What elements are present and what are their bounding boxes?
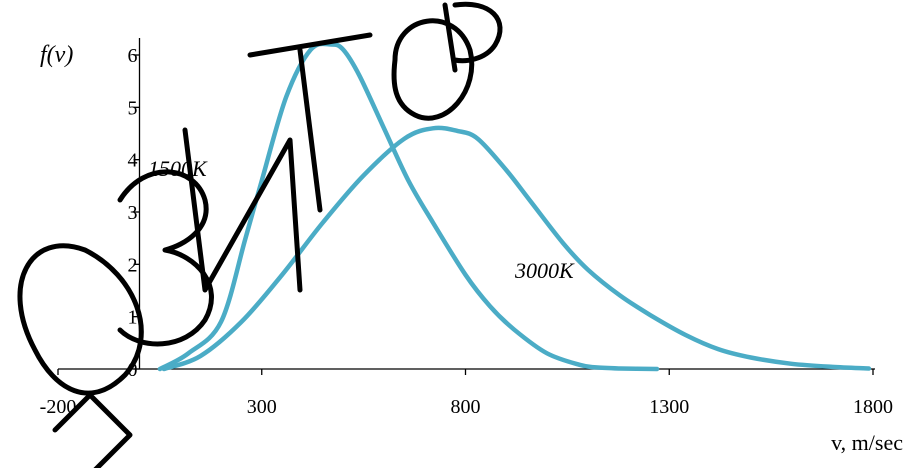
watermark-letter-o [17, 243, 144, 396]
x-tick-label: 1300 [649, 396, 689, 418]
y-tick-label: 5 [128, 97, 138, 119]
watermark-letter-t [247, 32, 373, 213]
watermark-letter-o2 [391, 18, 475, 121]
curve-label-1500k: 1500K [148, 156, 208, 181]
y-tick-label: 6 [128, 45, 138, 67]
y-tick-label: 2 [128, 254, 138, 276]
x-tick-label: -200 [40, 396, 77, 418]
watermark-letter-p [52, 392, 133, 468]
plot-area: -200 300 800 1300 1800 0 1 2 3 4 5 6 1500K 3000K f(v) v… [40, 38, 903, 455]
x-tick-label: 1800 [853, 396, 893, 418]
x-axis-label: v, m/sec [831, 430, 903, 455]
y-tick-label: 0 [128, 359, 138, 381]
watermark-letter-r [442, 1, 503, 73]
watermark-letter-z [117, 169, 214, 347]
y-axis-label: f(v) [40, 42, 73, 68]
y-tick-label: 3 [128, 202, 138, 224]
series-line-1500k [157, 41, 660, 372]
watermark-letter-i [182, 127, 303, 293]
x-tick-label: 800 [451, 396, 481, 418]
series-line-3000k [161, 125, 872, 372]
curve-label-3000k: 3000K [514, 258, 575, 283]
x-tick-label: 300 [247, 396, 277, 418]
watermark [17, 1, 503, 468]
y-tick-label: 4 [128, 150, 138, 172]
y-tick-label: 1 [128, 307, 138, 329]
